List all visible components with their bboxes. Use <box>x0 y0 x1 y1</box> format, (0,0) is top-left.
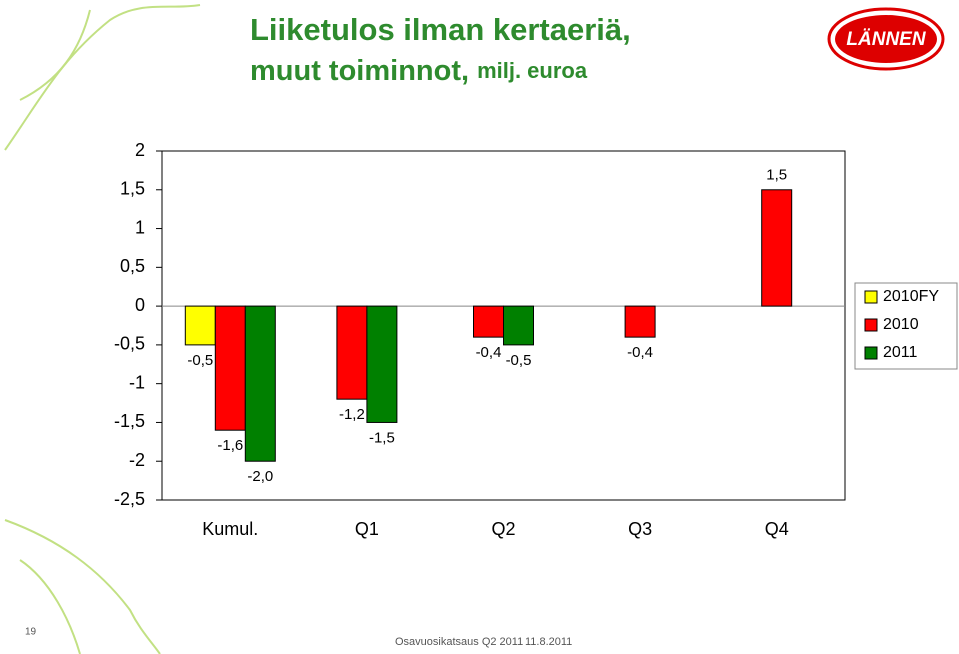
legend-items: 2010FY 2010 2011 <box>864 288 939 361</box>
data-label: -0,5 <box>506 352 532 369</box>
bar <box>473 305 504 338</box>
bar <box>366 305 398 423</box>
bar <box>244 305 276 462</box>
y-tick-label: -1 <box>129 372 145 392</box>
x-tick-label: Q2 <box>491 519 515 539</box>
x-tick-label: Q1 <box>355 519 379 539</box>
chart: 21,510,50-0,5-1-1,5-2-2,5Kumul.-0,5-1,6-… <box>114 140 845 539</box>
y-tick-label: -0,5 <box>114 334 145 354</box>
bar <box>336 305 368 400</box>
logo: LÄNNEN <box>827 7 945 71</box>
data-label: -1,5 <box>369 429 395 446</box>
y-tick-label: -1,5 <box>114 411 145 431</box>
footer-title: Osavuosikatsaus Q2 2011 <box>395 636 523 648</box>
data-label: -1,6 <box>217 437 243 454</box>
legend-label: 2010 <box>883 316 919 333</box>
legend-swatch <box>864 346 878 360</box>
slide-number: 19 <box>25 627 37 638</box>
y-tick-label: -2,5 <box>114 489 145 509</box>
data-label: 1,5 <box>766 167 787 184</box>
legend-swatch <box>864 318 878 332</box>
y-tick-label: 1,5 <box>120 179 145 199</box>
x-tick-label: Kumul. <box>202 519 258 539</box>
x-tick-label: Q4 <box>765 519 789 539</box>
title: Liiketulos ilman kertaeriä, <box>250 12 631 47</box>
logo-text: LÄNNEN <box>846 29 926 50</box>
footer-date: 11.8.2011 <box>525 636 572 648</box>
title-unit: milj. euroa <box>477 58 588 83</box>
legend-label: 2011 <box>883 344 918 361</box>
data-label: -0,5 <box>187 352 213 369</box>
bar <box>761 189 793 307</box>
bar <box>503 305 534 346</box>
y-tick-label: -2 <box>129 450 145 470</box>
decoration <box>4 4 201 654</box>
y-tick-label: 0,5 <box>120 256 145 276</box>
y-tick-label: 0 <box>135 295 145 315</box>
bar <box>624 305 656 338</box>
bar <box>214 305 246 431</box>
legend-label: 2010FY <box>883 288 939 305</box>
x-tick-label: Q3 <box>628 519 652 539</box>
data-label: -0,4 <box>627 344 653 361</box>
y-tick-label: 1 <box>135 217 145 237</box>
data-label: -2,0 <box>247 468 273 485</box>
bar <box>184 305 216 346</box>
legend-swatch <box>864 290 878 304</box>
data-label: -0,4 <box>476 344 502 361</box>
title: muut toiminnot, milj. euroa <box>250 55 588 87</box>
title-line: muut toiminnot, <box>250 55 469 87</box>
logo-body <box>835 15 937 63</box>
y-tick-label: 2 <box>135 140 145 160</box>
data-label: -1,2 <box>339 406 365 423</box>
